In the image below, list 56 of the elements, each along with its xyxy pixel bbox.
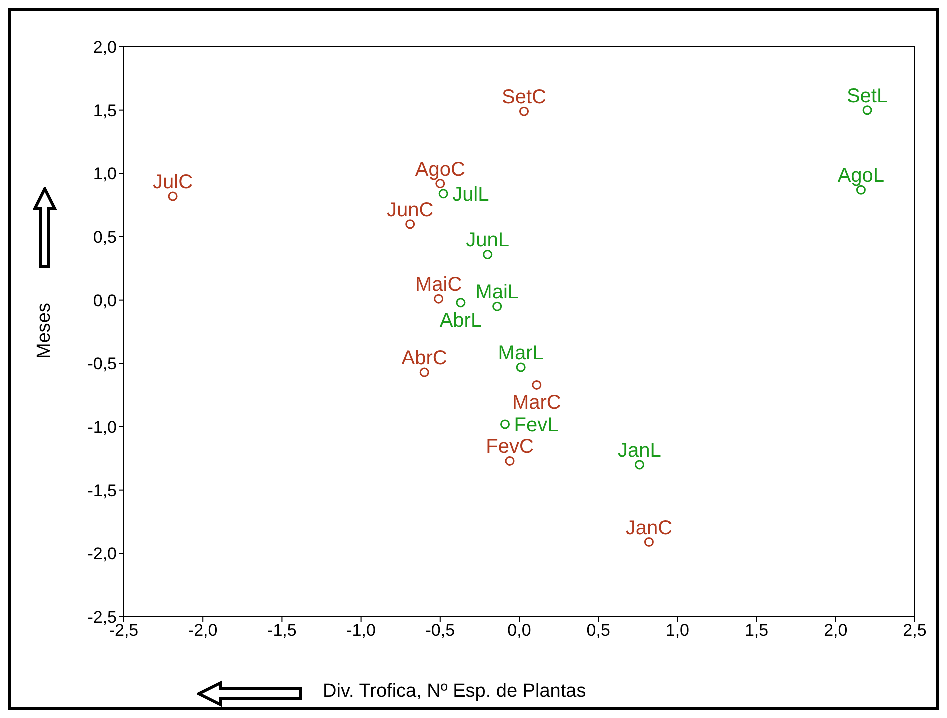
point bbox=[634, 460, 644, 470]
point bbox=[434, 294, 444, 304]
data-label: MarL bbox=[498, 342, 544, 364]
y-tick-label: -0,5 bbox=[88, 354, 117, 374]
point bbox=[516, 362, 526, 372]
point bbox=[492, 302, 502, 312]
data-label: MaiC bbox=[415, 274, 462, 296]
data-label: AbrL bbox=[440, 310, 482, 332]
point bbox=[500, 420, 510, 430]
y-tick-label: -1,5 bbox=[88, 481, 117, 500]
point bbox=[644, 538, 654, 548]
y-axis-title: Meses bbox=[34, 303, 56, 359]
x-axis-title: Div. Trofica, Nº Esp. de Plantas bbox=[323, 681, 586, 703]
data-label: JunC bbox=[386, 199, 434, 222]
point bbox=[438, 189, 448, 199]
point bbox=[862, 106, 872, 116]
data-label: JunL bbox=[466, 230, 510, 252]
data-label: SetC bbox=[502, 86, 546, 109]
x-tick-label: 0,5 bbox=[586, 621, 610, 640]
x-tick-label: 2,5 bbox=[903, 621, 927, 640]
point bbox=[519, 106, 529, 116]
data-label: JanL bbox=[618, 440, 662, 462]
x-tick-label: 1,5 bbox=[744, 621, 769, 640]
x-tick-label: 0,0 bbox=[508, 621, 532, 640]
point bbox=[505, 456, 515, 466]
point bbox=[456, 298, 466, 308]
point bbox=[406, 220, 416, 230]
data-label: MaiL bbox=[476, 282, 520, 304]
point bbox=[168, 192, 178, 202]
x-tick-label: -0,5 bbox=[426, 621, 456, 640]
y-tick-label: 0,0 bbox=[93, 291, 117, 310]
x-tick-label: -1,0 bbox=[346, 621, 376, 640]
data-label: SetL bbox=[846, 85, 888, 108]
x-tick-label: -2,0 bbox=[188, 621, 218, 640]
data-label: FevC bbox=[486, 436, 534, 458]
data-label: JanC bbox=[626, 517, 673, 540]
data-label: JulL bbox=[452, 184, 490, 206]
y-tick-label: -2,0 bbox=[88, 544, 117, 564]
x-tick-label: -1,5 bbox=[268, 621, 297, 640]
point bbox=[532, 380, 542, 390]
data-label: JulC bbox=[153, 171, 194, 194]
data-label: FevL bbox=[514, 414, 559, 436]
y-tick-label: 1,5 bbox=[93, 101, 117, 120]
y-tick-label: -2,5 bbox=[88, 608, 117, 628]
point bbox=[483, 250, 493, 260]
y-tick-label: 1,0 bbox=[93, 164, 117, 184]
data-label: MarC bbox=[512, 392, 562, 414]
point bbox=[420, 368, 430, 378]
y-tick-label: -1,0 bbox=[88, 418, 117, 438]
x-tick-label: 2,0 bbox=[824, 621, 848, 640]
data-label: AgoL bbox=[838, 165, 885, 188]
y-tick-label: 2,0 bbox=[93, 38, 117, 58]
x-tick-label: 1,0 bbox=[666, 621, 690, 640]
data-label: AgoC bbox=[415, 158, 466, 181]
data-label: AbrC bbox=[402, 348, 448, 370]
y-tick-label: 0,5 bbox=[93, 228, 117, 248]
